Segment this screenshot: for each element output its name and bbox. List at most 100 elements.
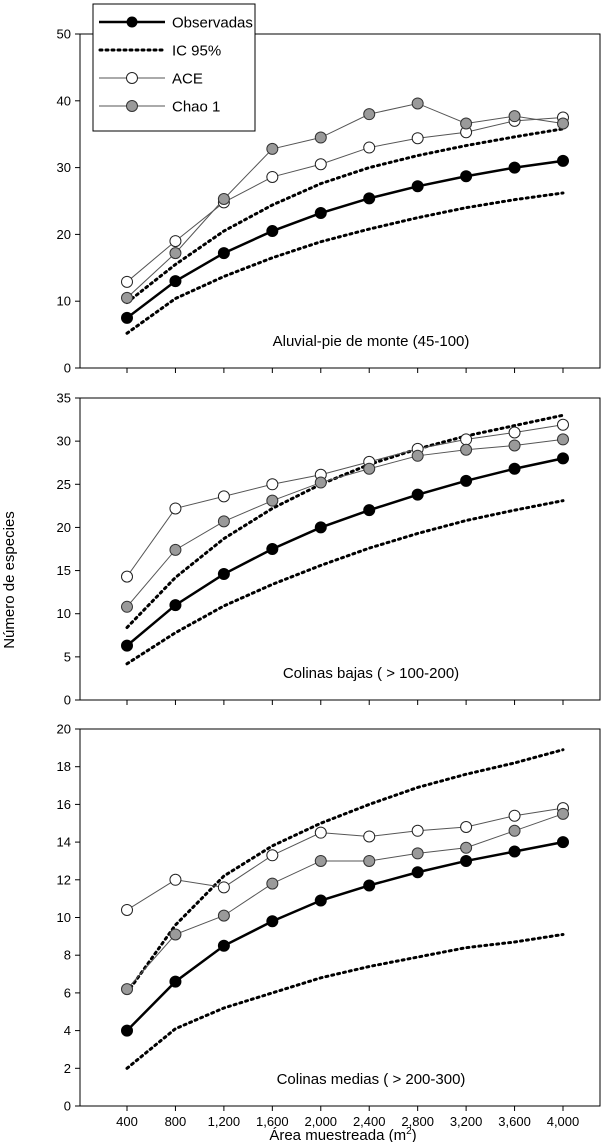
observadas-point [121, 639, 133, 652]
observadas-point [363, 192, 376, 205]
chao1-point [121, 291, 133, 304]
x-tick-label: 3,200 [450, 1114, 483, 1129]
chart-legend: Observadas IC 95% ACE Chao 1 [92, 3, 256, 132]
ace-line [126, 424, 564, 577]
y-tick-label: 14 [57, 835, 71, 850]
panel-frame [79, 728, 601, 1107]
ic95-lower-line [125, 932, 565, 1070]
y-tick-label: 5 [64, 649, 71, 664]
observadas-point [411, 866, 424, 879]
chao1-point [121, 600, 133, 613]
y-axis-title: Número de especies [1, 511, 18, 649]
x-axis-title-text: Área muestreada (m [269, 1127, 406, 1142]
observadas-line [126, 840, 564, 1032]
chao1-point [314, 476, 327, 489]
observadas-point [557, 452, 569, 465]
chao1-point [314, 131, 327, 144]
chao1-line [126, 102, 564, 299]
y-tick-label: 30 [57, 160, 71, 175]
observadas-point [508, 462, 521, 475]
legend-item-chao1: Chao 1 [99, 99, 220, 116]
y-tick-label: 15 [57, 563, 71, 578]
chao1-point [411, 847, 424, 860]
chao1-point [217, 909, 230, 922]
chao1-point [363, 108, 376, 121]
ace-point [508, 809, 521, 822]
y-tick-label: 16 [57, 797, 71, 812]
chao1-point [169, 247, 182, 260]
x-tick-label: 2,000 [305, 1114, 338, 1129]
y-tick-label: 6 [64, 985, 71, 1000]
chao1-point [411, 97, 424, 110]
chao1-point [508, 824, 521, 837]
ace-point [363, 141, 376, 154]
y-tick-label: 12 [57, 872, 71, 887]
ace-line [126, 807, 564, 911]
observadas-point [121, 311, 133, 324]
chao1-point [266, 494, 279, 507]
ace-point [121, 275, 133, 288]
y-tick-label: 50 [57, 27, 71, 42]
ace-point [557, 418, 569, 431]
ace-point [169, 502, 182, 515]
ace-point [121, 570, 133, 583]
observadas-point [266, 915, 279, 928]
panel-1: 0 10 20 30 40 50 Aluvial-pie de monte (45-100) [57, 27, 601, 376]
chao1-point [363, 462, 376, 475]
legend-item-observadas: Observadas [99, 15, 253, 32]
legend-box [92, 3, 256, 132]
ace-point [217, 490, 230, 503]
ic95-lower-line [125, 191, 565, 335]
ace-line [126, 117, 564, 283]
observadas-point [557, 836, 569, 849]
observadas-point [217, 247, 230, 260]
observadas-point [169, 275, 182, 288]
chao1-point [460, 841, 473, 854]
x-tick-label: 3,600 [498, 1114, 531, 1129]
chao1-line [126, 438, 564, 608]
observadas-point [508, 845, 521, 858]
x-tick-label: 1,600 [256, 1114, 289, 1129]
chao1-point [508, 439, 521, 452]
observadas-point [266, 543, 279, 555]
observadas-point [314, 207, 327, 220]
ace-point [411, 132, 424, 145]
panel-2: 0 5 10 15 20 25 30 35 Colinas bajas ( > 100-200) [57, 391, 601, 708]
observadas-point [314, 521, 327, 534]
legend-swatch-marker [126, 16, 138, 28]
observadas-point [266, 225, 279, 238]
legend-label: Chao 1 [172, 99, 220, 116]
ace-point [411, 824, 424, 837]
ace-point [266, 170, 279, 183]
observadas-point [363, 879, 376, 892]
chao1-point [460, 443, 473, 456]
chao1-point [217, 515, 230, 528]
ace-point [266, 478, 279, 491]
x-tick-label: 2,400 [353, 1114, 386, 1129]
ic95-upper-line [125, 748, 565, 995]
observadas-point [217, 568, 230, 581]
chao1-point [557, 433, 569, 446]
legend-label: IC 95% [172, 43, 221, 60]
x-axis-title: Área muestreada (m2) [269, 1126, 416, 1142]
legend-swatch-marker [126, 72, 138, 84]
observadas-point [169, 975, 182, 988]
observadas-point [460, 474, 473, 487]
y-tick-label: 18 [57, 759, 71, 774]
panel-label: Aluvial-pie de monte (45-100) [273, 333, 470, 350]
observadas-point [460, 170, 473, 183]
chao1-point [169, 543, 182, 556]
y-tick-label: 0 [64, 1099, 71, 1114]
chao1-point [314, 854, 327, 867]
ace-point [508, 426, 521, 439]
legend-label: Observadas [172, 15, 253, 32]
y-tick-label: 30 [57, 434, 71, 449]
y-tick-label: 0 [64, 361, 71, 376]
chao1-line [126, 813, 564, 990]
legend-item-ic95: IC 95% [98, 43, 221, 60]
ic95-upper-line [125, 413, 565, 630]
legend-item-ace: ACE [99, 71, 203, 88]
ace-point [314, 158, 327, 171]
